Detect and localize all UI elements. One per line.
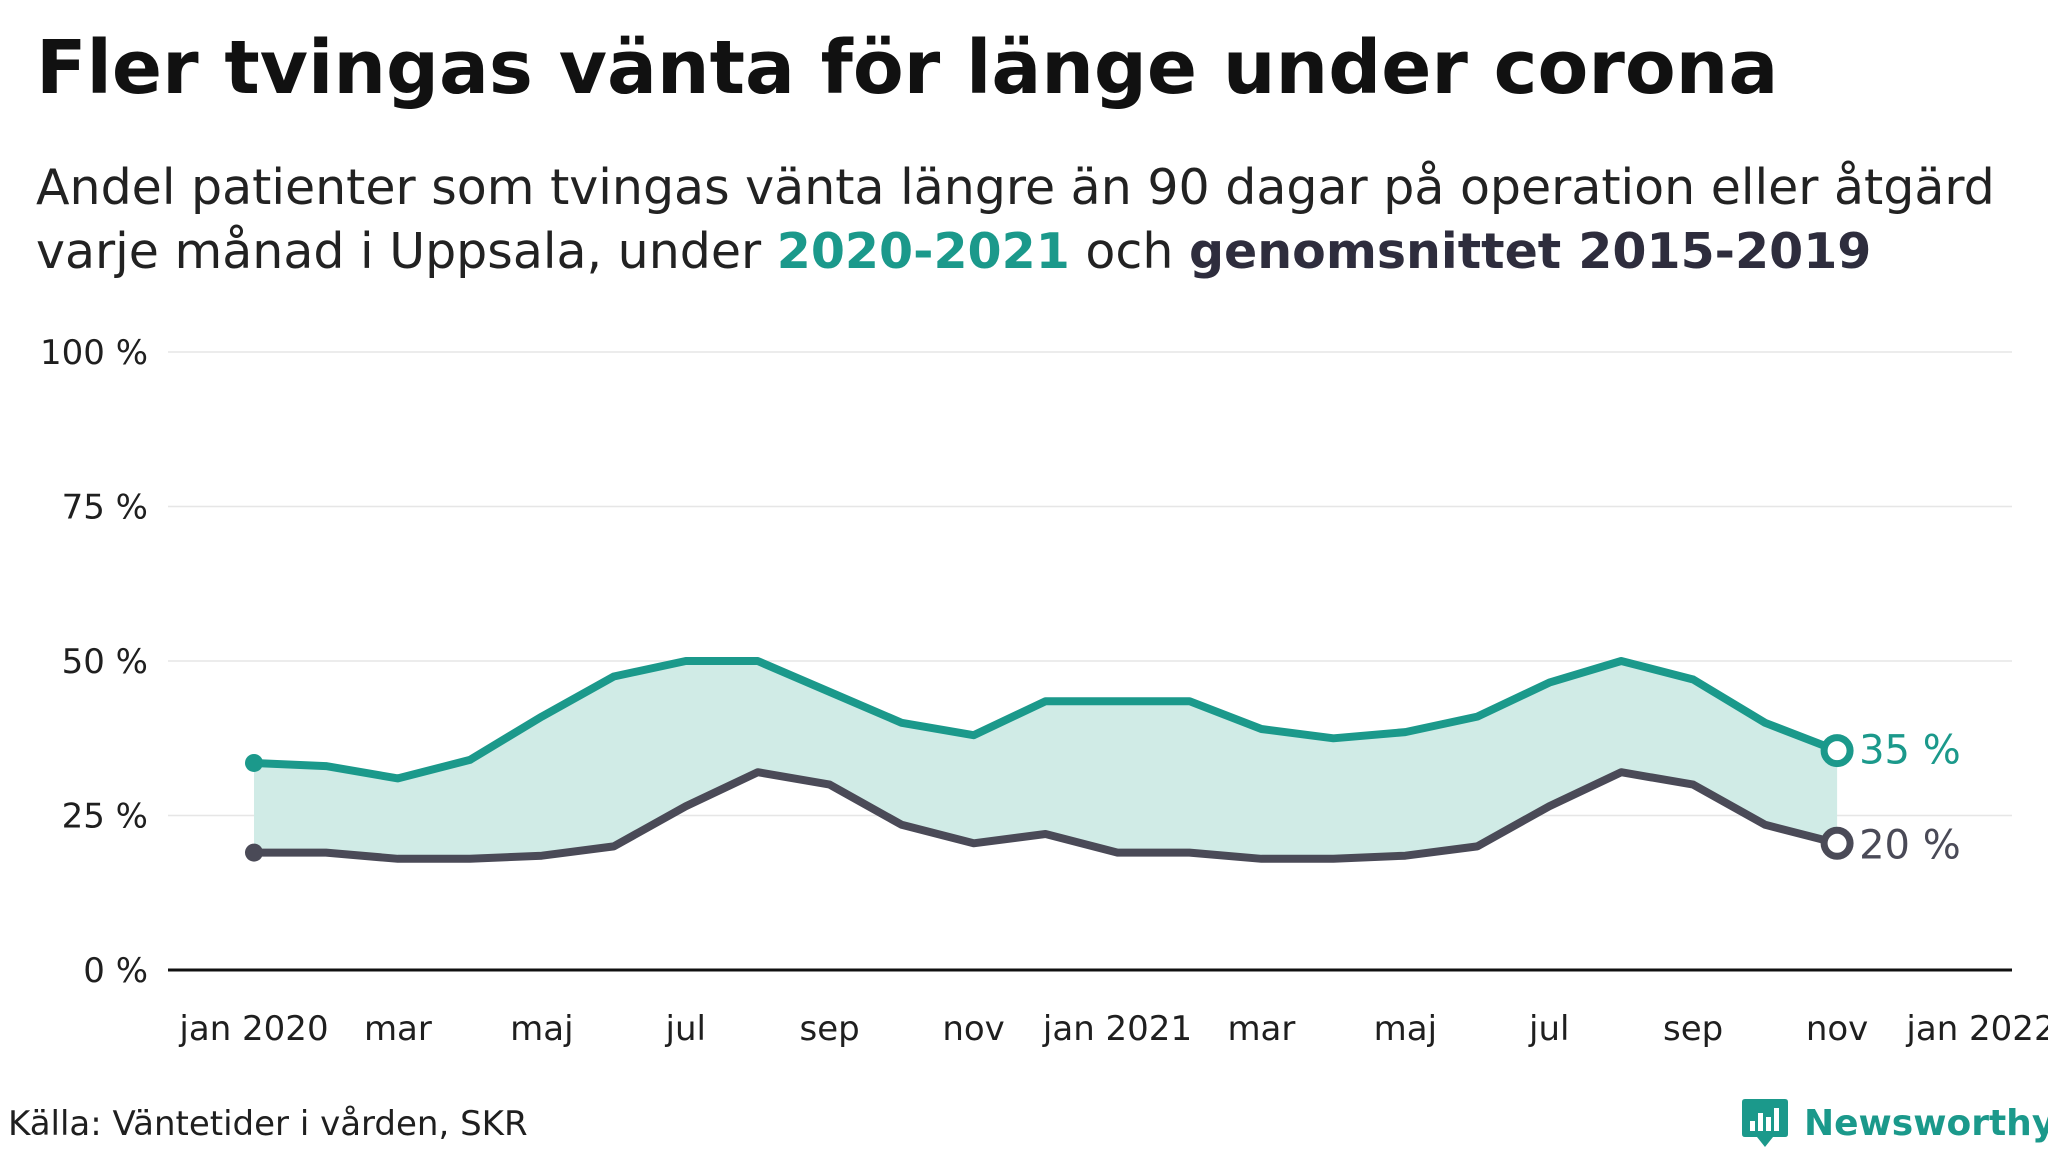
- subtitle-middle: och: [1085, 223, 1174, 280]
- series-end-point: [1820, 826, 1854, 860]
- y-tick-label: 0 %: [83, 951, 148, 991]
- y-tick-label: 100 %: [40, 333, 148, 373]
- x-tick-label: sep: [800, 1009, 860, 1049]
- series-end-point: [1820, 734, 1854, 768]
- x-tick-label: maj: [510, 1009, 573, 1049]
- source-note: Källa: Väntetider i vården, SKR: [8, 1104, 528, 1144]
- line-chart: 0 % 25 % 50 % 75 % 100 % jan 2020 mar maj jul se…: [40, 333, 2048, 1049]
- x-tick-label: nov: [942, 1009, 1004, 1049]
- subtitle-highlight-2020-2021: 2020-2021: [776, 223, 1070, 280]
- x-tick-label: mar: [364, 1009, 432, 1049]
- x-tick-label: jan 2022: [1905, 1009, 2048, 1049]
- y-tick-label: 25 %: [62, 797, 148, 837]
- x-tick-label: nov: [1806, 1009, 1868, 1049]
- brand-name: Newsworthy: [1804, 1102, 2048, 1144]
- series-start-point: [245, 753, 263, 772]
- subtitle-line-2-prefix: varje månad i Uppsala, under: [36, 223, 762, 280]
- y-axis-tick-labels: 0 % 25 % 50 % 75 % 100 %: [40, 333, 148, 991]
- series-points: [245, 734, 1854, 862]
- y-tick-label: 75 %: [62, 488, 148, 528]
- x-axis-tick-labels: jan 2020 mar maj jul sep nov jan 2021 mar maj jul…: [178, 1009, 2048, 1049]
- x-tick-label: jan 2020: [178, 1009, 328, 1049]
- series-end-label: 20 %: [1859, 822, 1961, 868]
- series-start-point: [245, 843, 263, 862]
- x-tick-label: sep: [1663, 1009, 1723, 1049]
- subtitle-line-1: Andel patienter som tvingas vänta längre…: [36, 159, 1995, 216]
- band-area: [254, 661, 1838, 859]
- series-end-label: 35 %: [1859, 728, 1961, 774]
- chart-title: Fler tvingas vänta för länge under coron…: [36, 25, 1779, 111]
- range-band: [254, 661, 1838, 859]
- x-tick-label: maj: [1374, 1009, 1437, 1049]
- series-line: [250, 768, 1842, 863]
- x-tick-label: jul: [665, 1009, 706, 1049]
- subtitle-highlight-2015-2019: genomsnittet 2015-2019: [1188, 223, 1872, 280]
- brand[interactable]: Newsworthy: [1740, 1094, 2048, 1152]
- end-labels: 35 % 20 %: [1859, 728, 1961, 869]
- x-tick-label: jan 2021: [1042, 1009, 1192, 1049]
- series-lines: [250, 657, 1842, 863]
- y-tick-label: 50 %: [62, 642, 148, 682]
- series-line: [250, 657, 1842, 783]
- newsworthy-logo-icon: [1742, 1099, 1788, 1147]
- x-tick-label: mar: [1227, 1009, 1295, 1049]
- x-tick-label: jul: [1528, 1009, 1569, 1049]
- chart-subtitle: Andel patienter som tvingas vänta längre…: [36, 156, 1995, 284]
